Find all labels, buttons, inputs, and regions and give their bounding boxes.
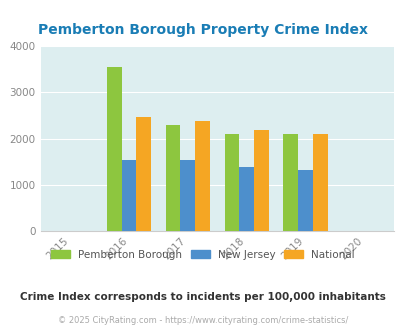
Bar [283,134,297,231]
Bar [224,134,239,231]
Bar [254,130,268,231]
Text: Pemberton Borough Property Crime Index: Pemberton Borough Property Crime Index [38,23,367,37]
Bar [121,160,136,231]
Bar [239,167,254,231]
Text: © 2025 CityRating.com - https://www.cityrating.com/crime-statistics/: © 2025 CityRating.com - https://www.city… [58,315,347,325]
Bar [180,160,195,231]
Bar [297,170,312,231]
Bar [136,117,151,231]
Legend: Pemberton Borough, New Jersey, National: Pemberton Borough, New Jersey, National [47,246,358,264]
Bar [165,125,180,231]
Bar [195,121,209,231]
Bar [107,67,121,231]
Bar [312,134,327,231]
Text: Crime Index corresponds to incidents per 100,000 inhabitants: Crime Index corresponds to incidents per… [20,292,385,302]
